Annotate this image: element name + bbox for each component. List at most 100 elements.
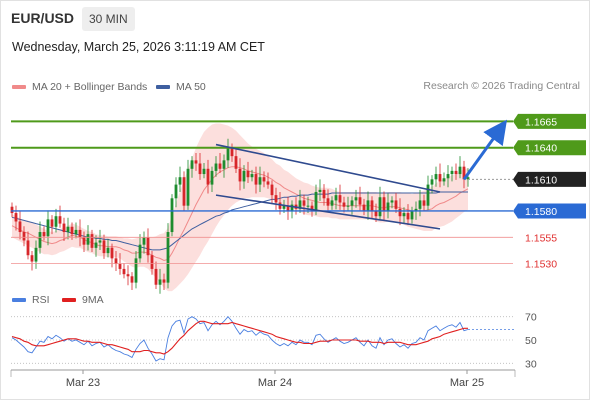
rsi-line	[11, 316, 469, 362]
level-label-text: 1.1640	[525, 143, 557, 155]
timeframe-button[interactable]: 30 MIN	[82, 7, 135, 31]
candle	[98, 229, 102, 250]
candle-body	[106, 247, 110, 254]
candle-body	[366, 200, 370, 211]
candle-body	[66, 226, 70, 233]
candle-body	[406, 213, 410, 220]
legend-item-bollinger: MA 20 + Bollinger Bands	[12, 80, 147, 94]
candle-body	[178, 177, 182, 185]
candle	[158, 268, 162, 294]
level-label: 1.1580	[513, 203, 586, 219]
candle-body	[166, 232, 170, 283]
legend-item-rsi: RSI	[12, 293, 50, 307]
candle-body	[70, 226, 74, 235]
candle-body	[398, 208, 402, 217]
legend-label-9ma: 9MA	[82, 294, 104, 306]
legend-label-rsi: RSI	[32, 294, 50, 306]
candle-body	[298, 200, 302, 209]
candle-body	[458, 166, 462, 175]
channel-lower-line	[215, 194, 441, 230]
candle-body	[338, 195, 342, 203]
candle-body	[170, 198, 174, 233]
bollinger-band-fill	[12, 123, 468, 292]
candle	[262, 171, 266, 188]
candle	[458, 156, 462, 179]
candle-body	[318, 189, 322, 192]
candle	[194, 152, 198, 171]
symbol-title: EUR/USD	[11, 10, 75, 26]
level-label: 1.1665	[513, 113, 586, 129]
candle	[298, 189, 302, 214]
candle	[254, 166, 258, 194]
candle-body	[350, 200, 354, 206]
candle-body	[138, 244, 142, 259]
candle-body	[126, 274, 130, 277]
legend-item-ma50: MA 50	[156, 80, 206, 94]
candle-body	[370, 200, 374, 211]
candle-body	[46, 219, 50, 237]
candle-body	[262, 177, 266, 182]
candle	[342, 196, 346, 213]
candle	[238, 158, 242, 191]
level-label: 1.1530	[525, 259, 557, 271]
candle-body	[22, 232, 26, 241]
candle-body	[250, 174, 254, 178]
candle-body	[310, 205, 314, 211]
level-label: 1.1610	[513, 171, 586, 187]
research-credit: Research © 2026 Trading Central	[423, 80, 580, 92]
candle-body	[306, 205, 310, 207]
candle	[66, 217, 70, 240]
legend-swatch-bollinger	[12, 85, 26, 90]
candle-body	[386, 202, 390, 211]
level-label-text: 1.1555	[525, 232, 557, 244]
candle-body	[426, 184, 430, 206]
rsi-tick-label: 50	[525, 335, 537, 347]
candle-body	[290, 204, 294, 211]
candle-body	[90, 234, 94, 248]
candle	[206, 159, 210, 194]
candle	[250, 169, 254, 182]
candle	[410, 206, 414, 224]
candle	[154, 261, 158, 289]
candle	[222, 154, 226, 178]
candle-body	[214, 163, 218, 171]
legend-swatch-rsi	[12, 298, 26, 303]
candle	[34, 240, 38, 269]
candle	[94, 235, 98, 257]
candle	[318, 179, 322, 201]
candle	[106, 238, 110, 258]
level-label-bg	[513, 113, 586, 129]
candle	[134, 251, 138, 289]
candle-body	[210, 170, 214, 185]
x-tick-label: Mar 24	[258, 377, 292, 389]
candle-body	[74, 229, 78, 235]
candle-body	[246, 170, 250, 178]
candle	[162, 273, 166, 290]
candle	[22, 226, 26, 247]
candle	[170, 194, 174, 237]
candle	[178, 166, 182, 192]
candle	[334, 187, 338, 210]
candle-body	[174, 184, 178, 199]
candle	[142, 231, 146, 254]
candle-body	[202, 168, 206, 175]
candle	[198, 152, 202, 180]
candle-body	[42, 232, 46, 237]
rsi-panel: 70 50 30	[11, 312, 537, 370]
candle	[190, 156, 194, 178]
candle	[174, 177, 178, 208]
x-tick-label: Mar 25	[450, 377, 484, 389]
candle-body	[270, 184, 274, 196]
candle-body	[186, 168, 190, 206]
candle-body	[38, 232, 42, 248]
candle	[270, 180, 274, 205]
candle-body	[162, 279, 166, 283]
candle	[246, 161, 250, 184]
timestamp: Wednesday, March 25, 2026 3:11:19 AM CET	[12, 40, 265, 54]
candle-body	[86, 234, 90, 245]
candle-body	[182, 177, 186, 206]
candle	[426, 175, 430, 210]
candle-body	[242, 170, 246, 182]
candle-body	[374, 210, 378, 217]
